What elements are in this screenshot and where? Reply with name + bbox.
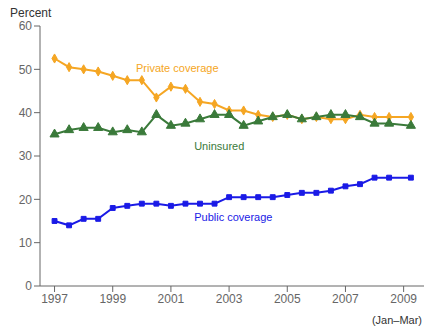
svg-text:1999: 1999 (99, 292, 126, 306)
svg-text:40: 40 (19, 106, 33, 120)
svg-text:1997: 1997 (41, 292, 68, 306)
svg-text:30: 30 (19, 149, 33, 163)
svg-text:Public coverage: Public coverage (194, 211, 272, 223)
svg-text:Private coverage: Private coverage (136, 62, 219, 74)
svg-text:2007: 2007 (332, 292, 359, 306)
svg-text:50: 50 (19, 63, 33, 77)
svg-text:(Jan–Mar): (Jan–Mar) (372, 314, 422, 326)
svg-text:2001: 2001 (158, 292, 185, 306)
html-text:Percent: Percent (10, 6, 52, 20)
svg-text:Uninsured: Uninsured (194, 140, 244, 152)
svg-text:60: 60 (19, 19, 33, 33)
svg-text:2003: 2003 (216, 292, 243, 306)
svg-text:10: 10 (19, 236, 33, 250)
svg-text:2009: 2009 (390, 292, 417, 306)
svg-text:20: 20 (19, 193, 33, 207)
svg-text:0: 0 (25, 279, 32, 293)
svg-text:2005: 2005 (274, 292, 301, 306)
